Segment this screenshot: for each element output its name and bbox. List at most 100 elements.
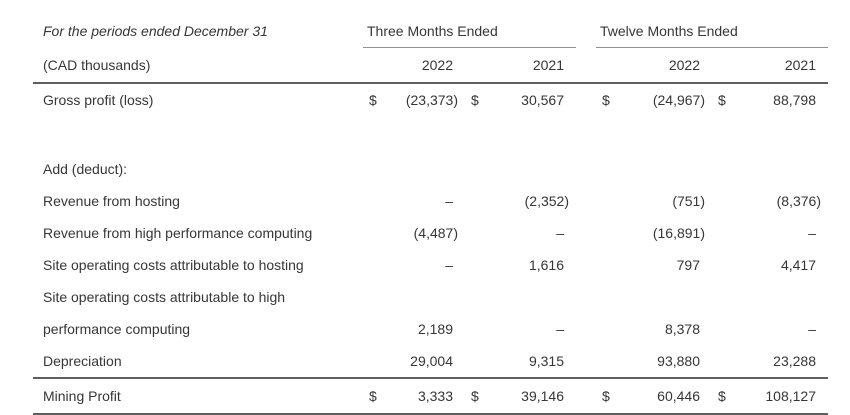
mining-profit-reconciliation-table: For the periods ended December 31 Three … bbox=[33, 15, 828, 415]
currency-cell bbox=[712, 345, 737, 378]
row-label: Site operating costs attributable to hos… bbox=[43, 257, 304, 273]
value-cell: 60,446 bbox=[621, 377, 712, 415]
group-gap bbox=[576, 185, 596, 217]
spacer-row bbox=[33, 116, 828, 153]
table-row-gross-profit: Gross profit (loss) $ (23,373) $ 30,567 … bbox=[33, 83, 828, 116]
row-label: Add (deduct): bbox=[43, 161, 128, 177]
value-cell: 93,880 bbox=[657, 353, 700, 369]
year-header: 2021 bbox=[490, 47, 576, 84]
currency-cell bbox=[363, 217, 388, 249]
value-cell: 29,004 bbox=[410, 353, 453, 369]
table-row-revenue-hosting: Revenue from hosting – (2,352) (751) (8,… bbox=[33, 185, 828, 217]
value-cell: 108,127 bbox=[737, 377, 828, 415]
currency-cell bbox=[363, 249, 388, 281]
table-row-revenue-hpc: Revenue from high performance computing … bbox=[33, 217, 828, 249]
group-gap bbox=[576, 217, 596, 249]
row-label: Revenue from hosting bbox=[43, 193, 180, 209]
value-cell: (4,487) bbox=[413, 225, 458, 241]
value-cell: 2,189 bbox=[417, 321, 453, 337]
currency-cell bbox=[712, 185, 737, 217]
group-gap bbox=[576, 313, 596, 345]
row-label: Site operating costs attributable to hig… bbox=[43, 289, 286, 305]
period-header-row: For the periods ended December 31 Three … bbox=[33, 15, 828, 48]
value-cell: (8,376) bbox=[776, 193, 821, 209]
spacer-cell bbox=[33, 116, 828, 153]
table-row-mining-profit: Mining Profit $ 3,333 $ 39,146 $ 60,446 … bbox=[33, 377, 828, 415]
value-cell: (2,352) bbox=[524, 193, 569, 209]
currency-cell bbox=[712, 313, 737, 345]
empty-cells bbox=[363, 281, 828, 313]
group-gap bbox=[576, 377, 596, 415]
value-cell: (16,891) bbox=[652, 225, 705, 241]
currency-cell: $ bbox=[596, 377, 621, 415]
currency-cell: $ bbox=[712, 377, 737, 415]
value-cell: – bbox=[808, 321, 816, 337]
group-gap bbox=[576, 249, 596, 281]
currency-cell: $ bbox=[363, 377, 388, 415]
value-cell: 1,616 bbox=[528, 257, 564, 273]
year-header: 2022 bbox=[621, 47, 712, 84]
value-cell: (24,967) bbox=[652, 92, 705, 108]
currency-cell bbox=[712, 47, 737, 84]
value-cell: – bbox=[445, 193, 453, 209]
value-cell: 23,288 bbox=[773, 353, 816, 369]
value-cell: 39,146 bbox=[490, 377, 576, 415]
table-row-add-deduct: Add (deduct): bbox=[33, 153, 828, 185]
value-cell: 9,315 bbox=[528, 353, 564, 369]
group-gap bbox=[576, 345, 596, 378]
currency-cell bbox=[465, 47, 490, 84]
group-header-twelve-months: Twelve Months Ended bbox=[596, 15, 828, 48]
empty-cells bbox=[363, 153, 828, 185]
table-row-site-costs-hpc-line2: performance computing 2,189 – 8,378 – bbox=[33, 313, 828, 345]
currency-cell bbox=[596, 47, 621, 84]
currency-cell bbox=[596, 249, 621, 281]
unit-label: (CAD thousands) bbox=[33, 47, 363, 84]
group-gap bbox=[576, 15, 596, 48]
year-header: 2022 bbox=[388, 47, 465, 84]
value-cell: – bbox=[808, 225, 816, 241]
value-cell: (751) bbox=[672, 193, 705, 209]
currency-cell bbox=[596, 313, 621, 345]
value-cell: 88,798 bbox=[773, 92, 816, 108]
row-label: performance computing bbox=[43, 321, 191, 337]
row-label: Revenue from high performance computing bbox=[43, 225, 313, 241]
currency-cell: $ bbox=[465, 377, 490, 415]
row-label: Mining Profit bbox=[33, 377, 363, 415]
currency-cell bbox=[712, 217, 737, 249]
value-cell: 797 bbox=[676, 257, 700, 273]
currency-cell bbox=[596, 217, 621, 249]
currency-cell bbox=[363, 345, 388, 378]
currency-cell bbox=[363, 47, 388, 84]
value-cell: – bbox=[445, 257, 453, 273]
value-cell: – bbox=[556, 321, 564, 337]
value-cell: 3,333 bbox=[388, 377, 465, 415]
table-row-site-costs-hosting: Site operating costs attributable to hos… bbox=[33, 249, 828, 281]
currency-cell bbox=[465, 249, 490, 281]
period-label: For the periods ended December 31 bbox=[43, 23, 268, 40]
group-gap bbox=[576, 83, 596, 116]
currency-cell: $ bbox=[718, 92, 726, 108]
currency-cell: $ bbox=[471, 92, 479, 108]
currency-cell: $ bbox=[369, 92, 377, 108]
currency-cell bbox=[465, 185, 490, 217]
group-gap bbox=[576, 47, 596, 84]
currency-cell bbox=[712, 249, 737, 281]
value-cell: – bbox=[556, 225, 564, 241]
table-row-depreciation: Depreciation 29,004 9,315 93,880 23,288 bbox=[33, 345, 828, 378]
currency-cell bbox=[363, 185, 388, 217]
currency-cell: $ bbox=[602, 92, 610, 108]
row-label: Depreciation bbox=[43, 353, 122, 369]
currency-cell bbox=[465, 345, 490, 378]
group-header-three-months: Three Months Ended bbox=[363, 15, 576, 48]
currency-cell bbox=[465, 217, 490, 249]
currency-cell bbox=[596, 345, 621, 378]
currency-cell bbox=[465, 313, 490, 345]
currency-cell bbox=[596, 185, 621, 217]
value-cell: 30,567 bbox=[521, 92, 564, 108]
year-header: 2021 bbox=[737, 47, 828, 84]
table-row-site-costs-hpc-line1: Site operating costs attributable to hig… bbox=[33, 281, 828, 313]
row-label: Gross profit (loss) bbox=[43, 92, 154, 108]
year-header-row: (CAD thousands) 2022 2021 2022 2021 bbox=[33, 47, 828, 84]
currency-cell bbox=[363, 313, 388, 345]
